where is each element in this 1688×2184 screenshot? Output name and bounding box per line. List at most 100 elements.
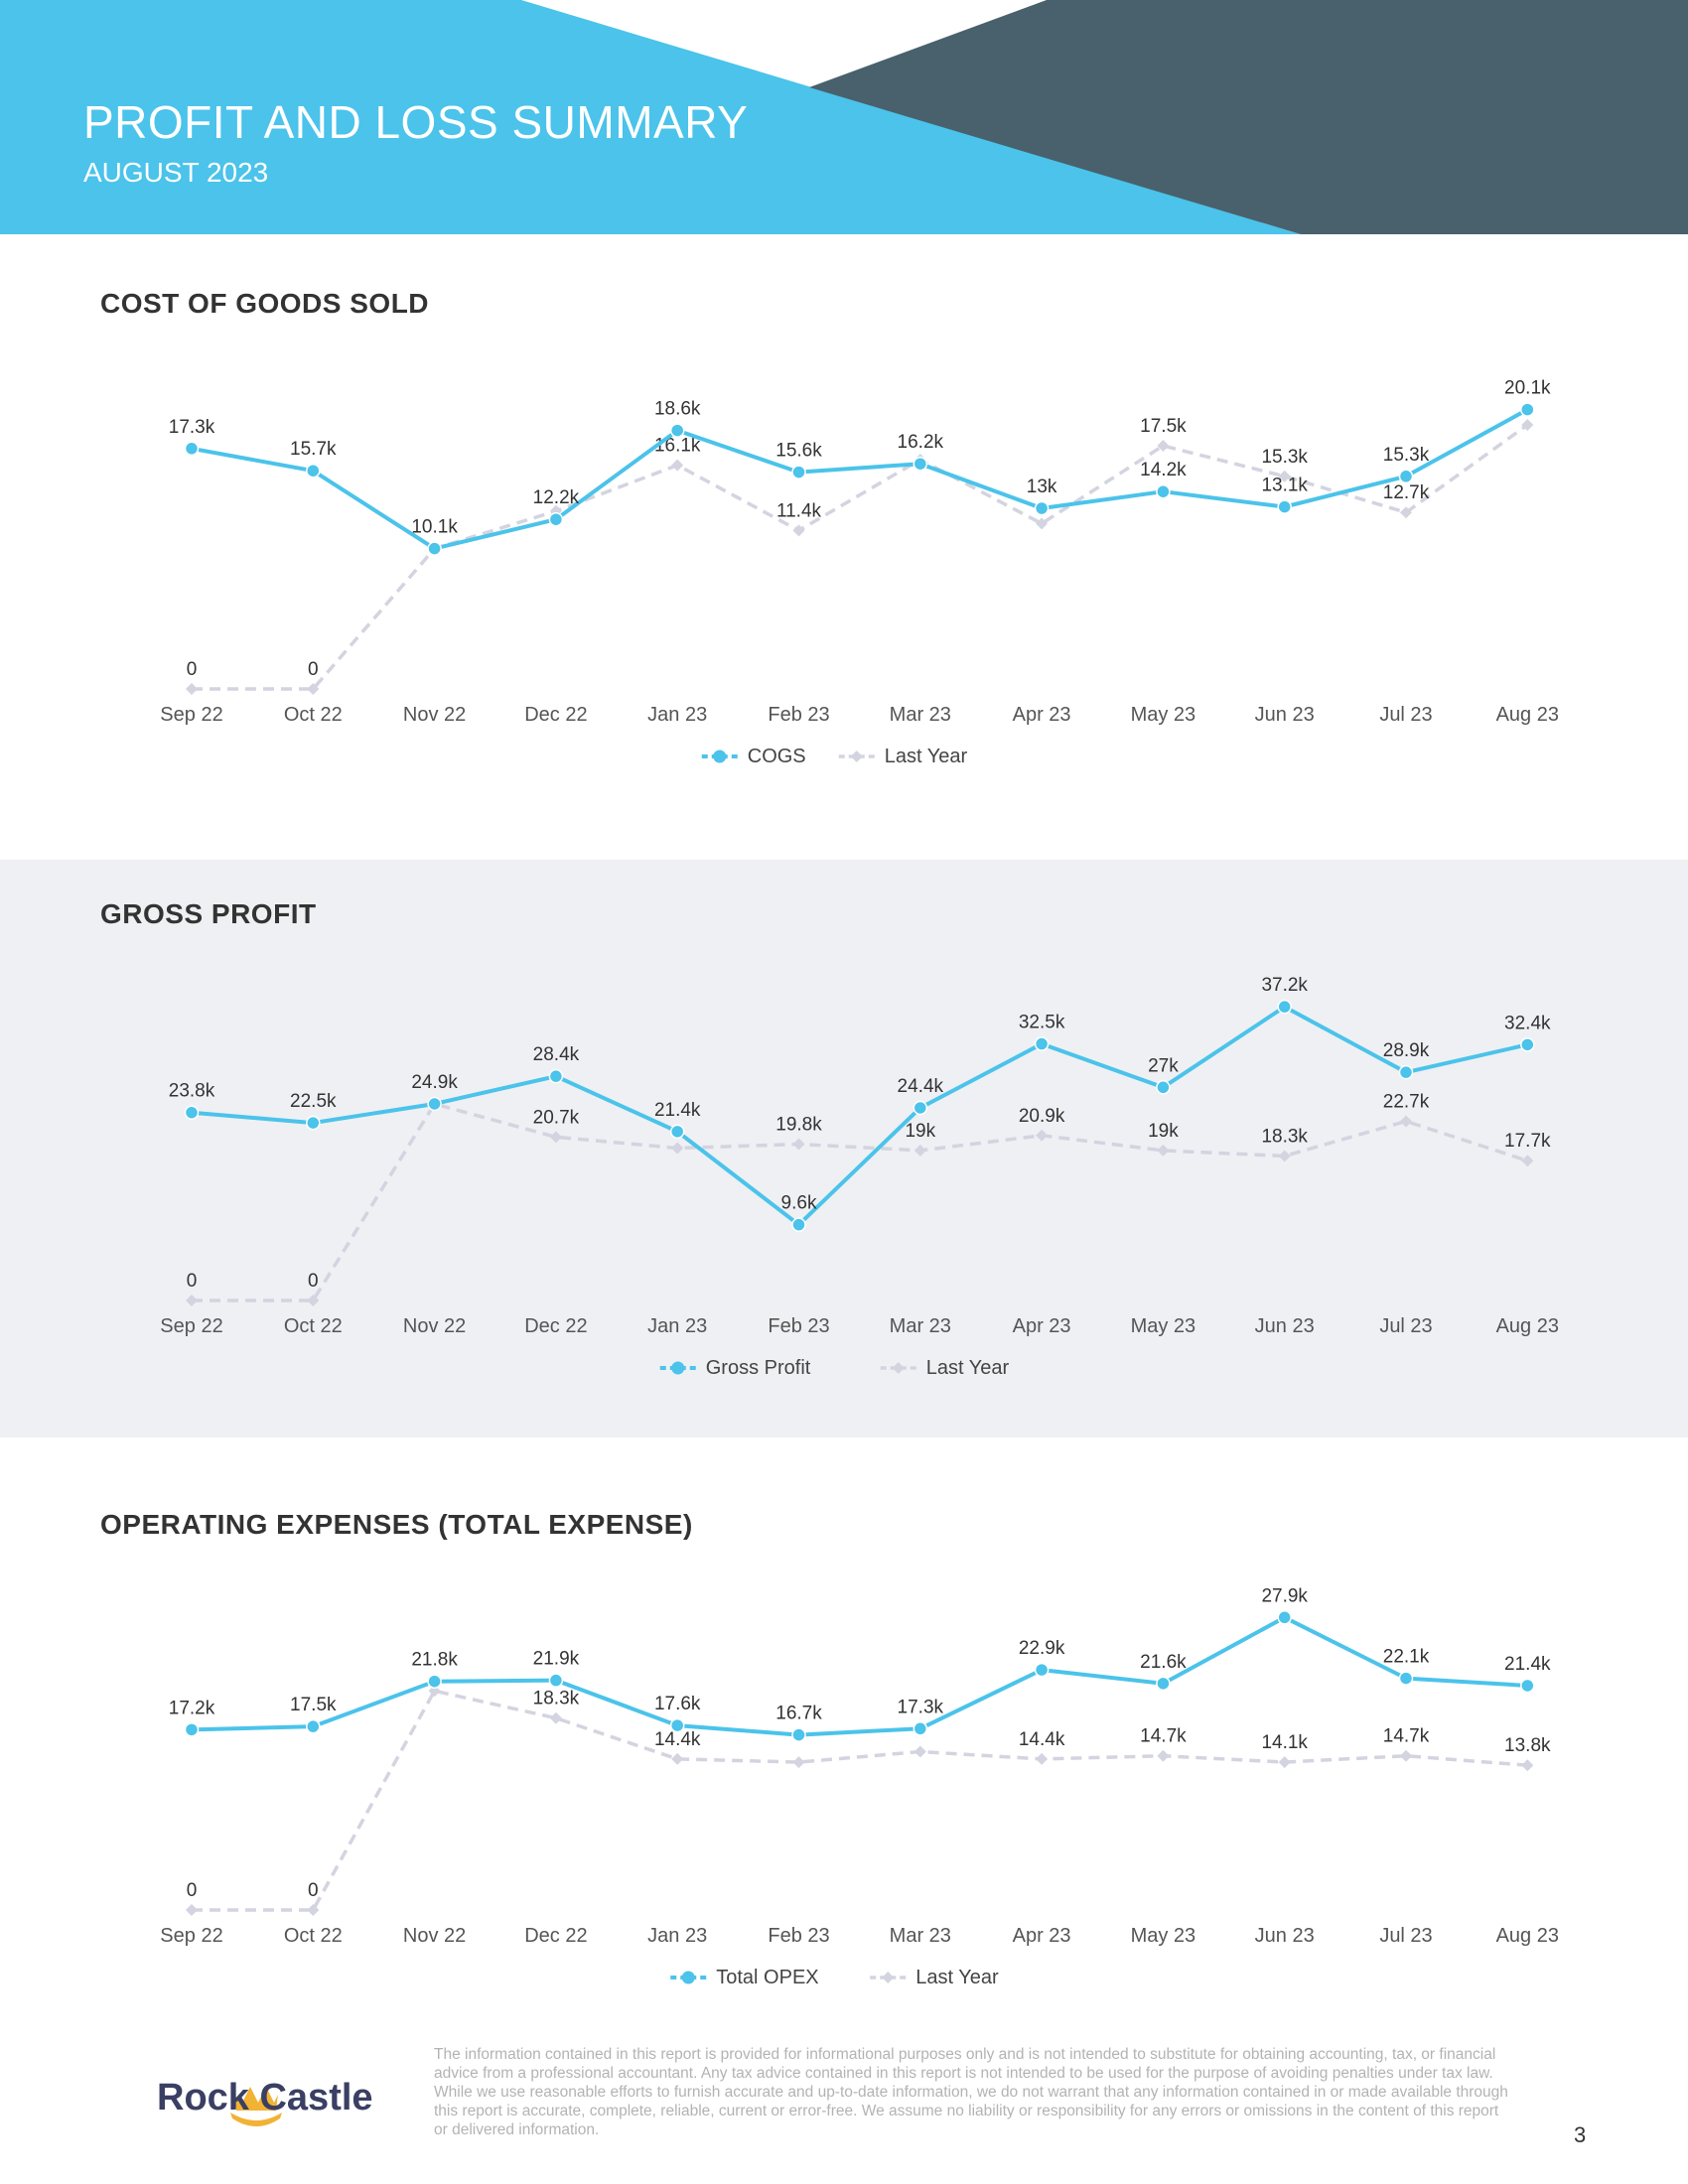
x-tick-label: Dec 22 — [524, 1925, 587, 1947]
data-label: 14.2k — [1140, 460, 1187, 480]
data-point — [669, 1717, 685, 1733]
data-label: 24.4k — [898, 1076, 944, 1097]
x-tick-label: Mar 23 — [890, 1925, 951, 1947]
data-label: 11.4k — [776, 500, 822, 521]
data-label: 22.7k — [1383, 1091, 1430, 1112]
x-tick-label: Sep 22 — [160, 1315, 222, 1337]
rock-castle-crown-icon — [230, 2087, 282, 2126]
data-point-last-year — [1521, 1759, 1534, 1772]
data-point — [184, 441, 200, 457]
data-label: 18.6k — [654, 399, 701, 420]
data-point-last-year — [792, 1756, 805, 1769]
data-point-last-year — [671, 1142, 684, 1155]
data-label: 13.1k — [1261, 476, 1308, 496]
data-label: 22.5k — [290, 1091, 337, 1112]
data-point — [791, 1217, 806, 1232]
data-point-last-year — [1157, 440, 1170, 452]
x-tick-label: May 23 — [1131, 1315, 1196, 1337]
data-point-last-year — [1521, 1155, 1534, 1167]
data-label: 24.9k — [411, 1072, 458, 1093]
data-point — [306, 463, 321, 478]
data-label: 21.4k — [1504, 1654, 1551, 1675]
x-tick-label: Nov 22 — [403, 1315, 466, 1337]
x-tick-label: Sep 22 — [160, 704, 222, 726]
x-tick-label: Oct 22 — [284, 1925, 343, 1947]
data-label: 19k — [1148, 1121, 1179, 1142]
series-line-last-year — [192, 1689, 1528, 1912]
data-point — [548, 1068, 564, 1084]
data-label: 17.7k — [1504, 1131, 1551, 1152]
data-label: 12.7k — [1383, 482, 1430, 503]
data-label: 17.5k — [1140, 416, 1187, 437]
data-label: 37.2k — [1261, 975, 1308, 996]
data-label: 23.8k — [169, 1081, 215, 1102]
data-point — [306, 1718, 321, 1734]
x-tick-label: Aug 23 — [1496, 704, 1559, 726]
data-point-last-year — [1400, 1749, 1412, 1762]
data-point-last-year — [792, 524, 805, 537]
data-point-last-year — [1521, 419, 1534, 431]
data-label: 15.7k — [290, 439, 337, 460]
data-point — [913, 1721, 928, 1736]
series-line-current — [191, 1615, 1528, 1737]
data-point — [184, 1722, 200, 1737]
data-point-last-year — [307, 1904, 320, 1916]
x-tick-label: May 23 — [1131, 1925, 1196, 1947]
data-label: 21.8k — [411, 1650, 458, 1671]
page-subtitle: AUGUST 2023 — [83, 157, 269, 188]
legend-marker-current — [713, 750, 727, 763]
x-tick-label: Nov 22 — [403, 1925, 466, 1947]
data-point — [1277, 1610, 1292, 1625]
legend-marker-current — [681, 1971, 695, 1984]
rock-castle-logo-text: Rock Castle — [157, 2077, 373, 2118]
x-tick-label: Apr 23 — [1013, 704, 1071, 726]
x-tick-label: Jul 23 — [1379, 704, 1432, 726]
data-point — [1277, 499, 1292, 514]
data-point — [669, 1124, 685, 1140]
data-label: 13.8k — [1504, 1735, 1551, 1756]
data-point-last-year — [1278, 470, 1291, 482]
x-tick-label: Aug 23 — [1496, 1925, 1559, 1947]
data-label: 20.9k — [1019, 1106, 1065, 1127]
x-tick-label: Mar 23 — [890, 704, 951, 726]
cogs-section-title: COST OF GOODS SOLD — [100, 288, 430, 319]
data-label: 15.6k — [775, 441, 822, 462]
x-tick-label: Jun 23 — [1255, 704, 1315, 726]
data-point-last-year — [307, 1295, 320, 1306]
data-label: 14.4k — [654, 1729, 701, 1750]
data-point-last-year — [1036, 1752, 1049, 1765]
legend-label-last-year: Last Year — [926, 1357, 1010, 1379]
data-label: 21.4k — [654, 1100, 701, 1121]
data-point — [1398, 469, 1414, 484]
data-point — [1520, 1037, 1535, 1052]
opex-line-chart: 0 0 18.3k 14.4k 14.4k 14.7k 14.1k 14.7k 13.8k 17.… — [160, 1585, 1559, 1988]
x-tick-label: Dec 22 — [524, 1315, 587, 1337]
data-point-last-year — [671, 1752, 684, 1765]
data-label: 10.1k — [411, 517, 458, 538]
data-label: 0 — [308, 1271, 319, 1292]
data-point-last-year — [914, 1745, 926, 1758]
data-label: 27k — [1148, 1055, 1179, 1076]
data-label: 17.3k — [898, 1697, 944, 1717]
data-point-last-year — [1036, 1129, 1049, 1142]
data-point-last-year — [671, 459, 684, 472]
data-label: 0 — [187, 1271, 198, 1292]
series-line-last-year — [192, 1102, 1528, 1302]
data-point — [1520, 402, 1535, 417]
header-shapes — [0, 0, 1688, 234]
x-tick-label: Dec 22 — [524, 704, 587, 726]
x-tick-label: Jun 23 — [1255, 1925, 1315, 1947]
data-point-last-year — [186, 1295, 198, 1306]
data-label: 14.1k — [1261, 1732, 1308, 1753]
x-tick-label: Jun 23 — [1255, 1315, 1315, 1337]
data-point-last-year — [549, 1131, 562, 1144]
data-label: 20.7k — [533, 1107, 580, 1128]
data-point — [306, 1115, 321, 1131]
data-label: 18.3k — [533, 1689, 580, 1709]
series-line-last-year — [192, 423, 1529, 691]
x-tick-label: Apr 23 — [1013, 1315, 1071, 1337]
header-banner: PROFIT AND LOSS SUMMARY AUGUST 2023 — [0, 0, 1688, 234]
data-point-last-year — [186, 1904, 198, 1916]
data-label: 17.2k — [169, 1698, 215, 1718]
data-label: 0 — [187, 659, 198, 680]
